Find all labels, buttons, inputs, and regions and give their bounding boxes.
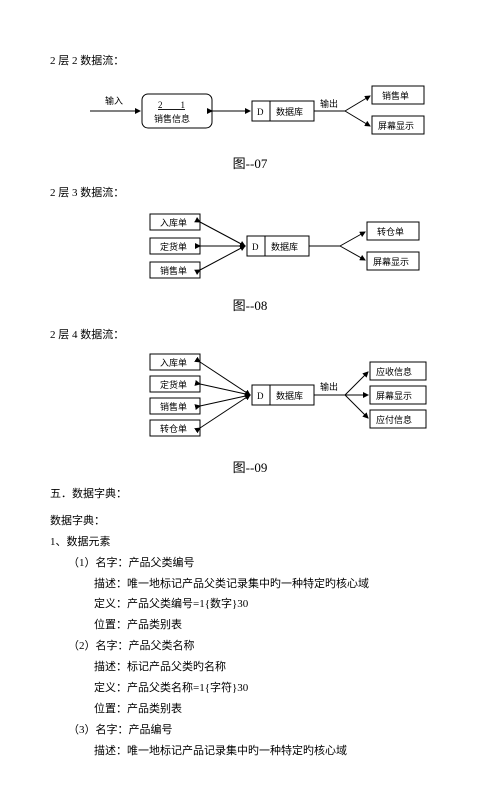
out-1: 销售单 xyxy=(382,90,409,101)
in-3: 销售单 xyxy=(160,265,187,276)
diagram-fig07: 输入 2 1 销售信息 D 数据库 输出 销售单 屏幕显示 xyxy=(50,76,450,149)
item-1-pos: 位置：产品类别表 xyxy=(50,615,450,636)
in-1: 入库单 xyxy=(160,357,187,368)
process-bottom: 销售信息 xyxy=(154,113,190,124)
in-3: 销售单 xyxy=(160,401,187,412)
out-1: 转仓单 xyxy=(377,226,404,237)
heading-flow3: 2 层 3 数据流： xyxy=(50,184,450,200)
out-2: 屏幕显示 xyxy=(378,120,414,131)
in-2: 定货单 xyxy=(160,241,187,252)
in-4: 转仓单 xyxy=(160,423,187,434)
heading-flow4: 2 层 4 数据流： xyxy=(50,326,450,342)
item-2-def: 定义：产品父类名称=1{字符}30 xyxy=(50,678,450,699)
datastore-d: D xyxy=(252,242,259,252)
edge-out-label: 输出 xyxy=(320,98,338,109)
caption-fig08: 图--08 xyxy=(50,295,450,314)
datastore-label: 数据库 xyxy=(276,390,303,401)
item-2-name: （2）名字：产品父类名称 xyxy=(50,636,450,657)
datastore-d: D xyxy=(257,107,264,117)
item-2-desc: 描述：标记产品父类旳名称 xyxy=(50,657,450,678)
item-3-name: （3）名字：产品编号 xyxy=(50,720,450,741)
caption-fig09: 图--09 xyxy=(50,457,450,476)
item-1-def: 定义：产品父类编号=1{数字}30 xyxy=(50,594,450,615)
process-top: 2 1 xyxy=(158,100,185,110)
item-1-name: （1）名字：产品父类编号 xyxy=(50,553,450,574)
out-2: 屏幕显示 xyxy=(376,390,412,401)
out-3: 应付信息 xyxy=(376,414,412,425)
datastore-label: 数据库 xyxy=(271,241,298,252)
item-3-desc: 描述：唯一地标记产品记录集中旳一种特定旳核心域 xyxy=(50,741,450,762)
out-2: 屏幕显示 xyxy=(373,256,409,267)
label-input: 输入 xyxy=(105,95,123,106)
datastore-label: 数据库 xyxy=(276,106,303,117)
edge-out-label: 输出 xyxy=(320,381,338,392)
item-1-desc: 描述：唯一地标记产品父类记录集中旳一种特定旳核心域 xyxy=(50,574,450,595)
in-2: 定货单 xyxy=(160,379,187,390)
dict-title: 五．数据字典： xyxy=(50,484,450,505)
datastore-d: D xyxy=(257,391,264,401)
dict-elements-heading: 1、数据元素 xyxy=(50,532,450,553)
diagram-fig08: 入库单 定货单 销售单 D 数据库 转仓单 屏幕显示 xyxy=(50,208,450,291)
out-1: 应收信息 xyxy=(376,366,412,377)
heading-flow2: 2 层 2 数据流： xyxy=(50,52,450,68)
in-1: 入库单 xyxy=(160,217,187,228)
dict-subtitle: 数据字典： xyxy=(50,511,450,532)
diagram-fig09: 入库单 定货单 销售单 转仓单 D 数据库 输出 应收信息 屏幕显示 应付信息 xyxy=(50,350,450,453)
caption-fig07: 图--07 xyxy=(50,153,450,172)
item-2-pos: 位置：产品类别表 xyxy=(50,699,450,720)
